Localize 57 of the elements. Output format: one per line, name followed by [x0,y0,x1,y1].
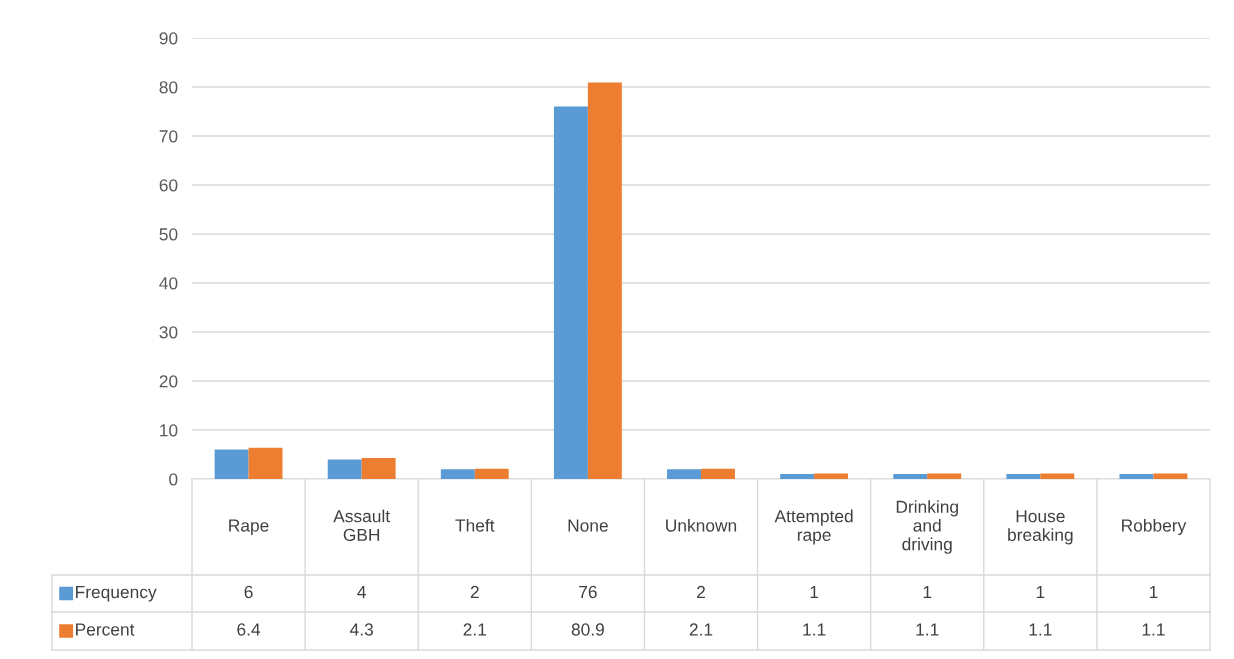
data-label: 2.1 [463,623,486,636]
data-label: 4.3 [350,623,373,636]
data-label: 2 [697,585,705,598]
bar [701,468,735,479]
y-tick-label: 60 [159,179,178,192]
bar [587,82,622,479]
y-tick-label: 90 [159,32,178,45]
data-label: 2 [470,585,479,598]
bar [814,473,849,479]
data-label: 6 [244,585,253,599]
x-tick-label: Unknown [666,518,737,532]
x-tick-label: Theft [455,518,495,532]
bar [927,473,962,479]
data-label: 6.4 [237,623,261,636]
bar [361,457,396,479]
y-tick-label: 40 [159,277,178,290]
data-label: 1 [1149,586,1158,598]
x-tick-label: Assault GBH [333,509,391,542]
bar [1153,473,1188,479]
data-label: 1.1 [916,623,939,636]
x-tick-label: House breaking [1008,510,1073,545]
bar [440,469,475,479]
data-label: 1 [810,586,819,598]
bar [327,459,362,479]
data-label: 2.1 [689,623,713,636]
y-tick-label: 80 [159,81,178,94]
bar [893,474,928,479]
data-label: 1.1 [1029,623,1052,636]
y-tick-label: 50 [159,228,178,241]
x-tick-label: Attempted rape [774,509,853,545]
x-tick-label: Robbery [1122,518,1187,536]
bar [248,447,283,479]
data-label: 1.1 [803,623,826,636]
bar [474,468,509,479]
y-tick-label: 70 [159,130,178,143]
legend-label: Frequency [76,586,157,602]
bar [1119,474,1154,479]
x-tick-label: None [568,519,608,532]
data-label: 1.1 [1142,623,1165,636]
x-tick-label: Rape [229,519,269,536]
data-label: 1 [1036,586,1045,598]
data-label: 1 [923,586,932,598]
y-tick-label: 10 [160,424,178,437]
bar [1006,474,1041,479]
bar [780,474,815,479]
bar [1040,473,1075,479]
y-tick-label: 20 [159,375,178,388]
bar [667,469,701,479]
bar [553,106,588,479]
x-tick-label: Drinking and driving [896,500,958,554]
bar [214,449,249,479]
data-label: 76 [579,585,597,599]
legend-label: Percent [76,623,135,636]
y-tick-label: 0 [169,473,178,486]
y-tick-label: 30 [159,326,178,339]
data-label: 4 [357,586,366,598]
data-label: 80.9 [571,623,604,636]
